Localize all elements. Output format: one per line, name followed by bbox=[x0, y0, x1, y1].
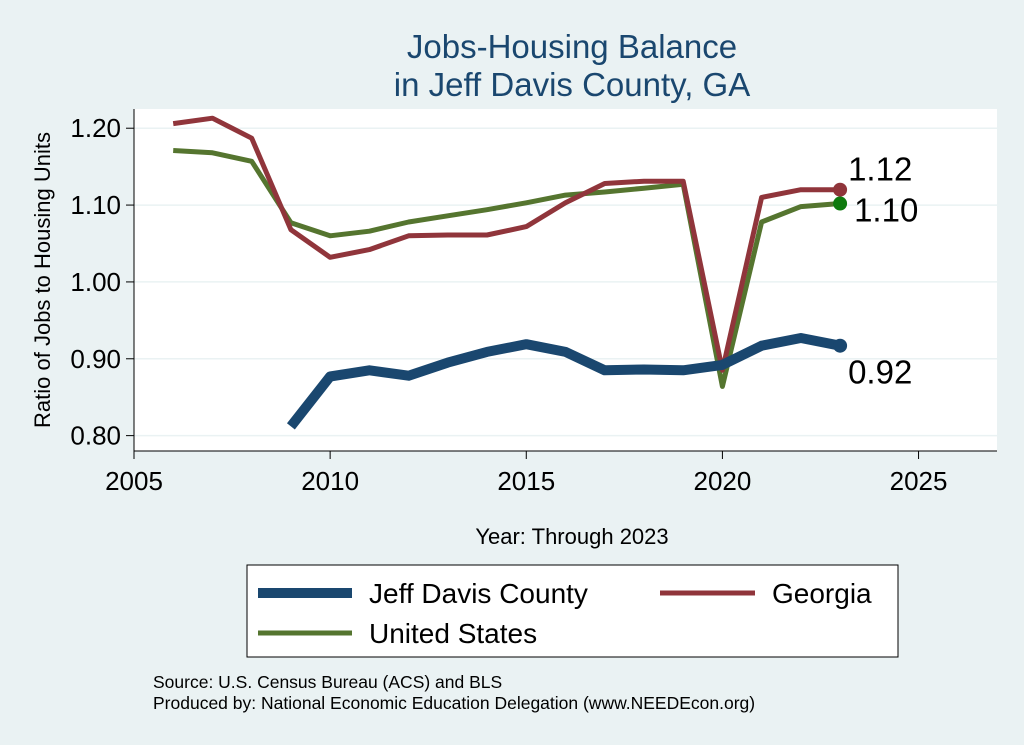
y-tick-label-2: 1.00 bbox=[70, 267, 121, 297]
plot-area bbox=[134, 109, 997, 451]
series-line-jeff-davis-county bbox=[286, 333, 842, 430]
x-tick-label-0: 2005 bbox=[105, 466, 163, 496]
label-layer: 0.92 1.12 1.10 bbox=[848, 151, 918, 391]
series-layer bbox=[172, 115, 848, 430]
end-label-united-states: 1.10 bbox=[854, 192, 918, 229]
legend-label-united-states: United States bbox=[369, 618, 537, 649]
y-tick-label-1: 0.90 bbox=[70, 344, 121, 374]
end-label-jeff-davis-county: 0.92 bbox=[848, 354, 912, 391]
end-dot-georgia bbox=[833, 182, 848, 197]
source-note: Source: U.S. Census Bureau (ACS) and BLS bbox=[153, 672, 502, 692]
legend-box bbox=[246, 564, 899, 658]
end-dot-jeff-davis-county bbox=[833, 338, 848, 353]
legend-label-jeff-davis: Jeff Davis County bbox=[369, 578, 588, 609]
legend-label-georgia: Georgia bbox=[772, 578, 872, 609]
x-tick-label-1: 2010 bbox=[301, 466, 359, 496]
chart-title: Jobs-Housing Balance bbox=[407, 28, 737, 65]
produced-by-note: Produced by: National Economic Education… bbox=[153, 693, 755, 713]
series-line-georgia bbox=[172, 115, 841, 373]
end-dot-united-states bbox=[833, 196, 848, 211]
y-tick-label-3: 1.10 bbox=[70, 190, 121, 220]
y-tick-label-0: 0.80 bbox=[70, 421, 121, 451]
x-tick-label-4: 2025 bbox=[890, 466, 948, 496]
axis-layer: 0.80 0.90 1.00 1.10 1.20 2005 2010 2015 2020 2025 bbox=[70, 109, 997, 496]
y-tick-label-4: 1.20 bbox=[70, 113, 121, 143]
legend: Jeff Davis County Georgia United States bbox=[246, 564, 899, 658]
end-label-georgia: 1.12 bbox=[848, 151, 912, 188]
y-axis-title: Ratio of Jobs to Housing Units bbox=[30, 132, 55, 428]
x-tick-label-3: 2020 bbox=[693, 466, 751, 496]
x-tick-label-2: 2015 bbox=[497, 466, 555, 496]
x-axis-title: Year: Through 2023 bbox=[475, 524, 668, 549]
chart-subtitle: in Jeff Davis County, GA bbox=[394, 66, 750, 103]
